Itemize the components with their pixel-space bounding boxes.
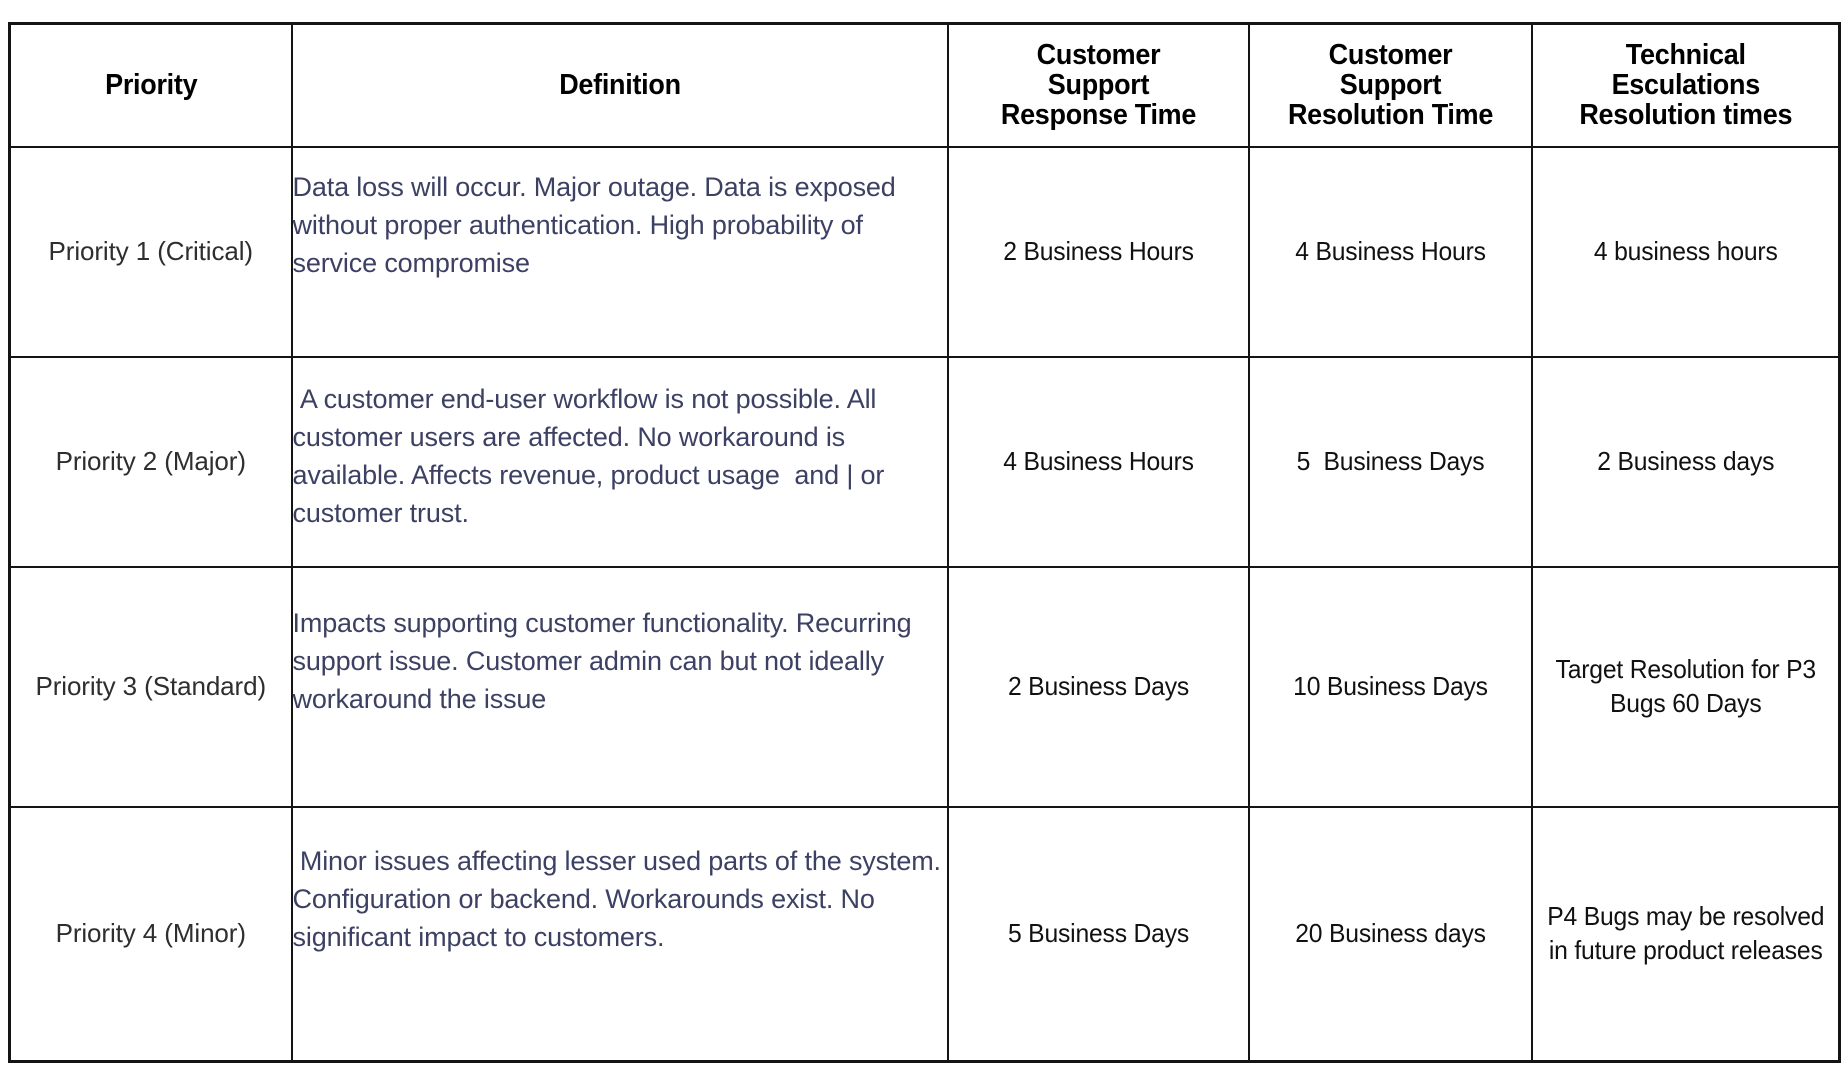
column-header-response-line1: Customer [1036, 38, 1160, 71]
cell-resolution-time: 10 Business Days [1254, 565, 1526, 808]
cell-response-time: 2 Business Days [954, 565, 1242, 808]
column-header-definition: Definition [313, 22, 926, 148]
column-header-resolution-line2: Support [1339, 69, 1441, 102]
table-header: Priority Definition Customer Support Res… [10, 22, 1840, 148]
table-body: Priority 1 (Critical) Data loss will occ… [8, 145, 1840, 1063]
column-header-technical-line1: Technical [1625, 38, 1746, 71]
cell-definition: Data loss will occur. Major outage. Data… [290, 145, 949, 358]
table-row: Priority 3 (Standard) Impacts supporting… [8, 565, 1840, 808]
sla-priority-table: Priority Definition Customer Support Res… [8, 22, 1841, 1063]
column-header-priority-label: Priority [104, 69, 197, 102]
cell-response-time: 5 Business Days [954, 805, 1242, 1063]
cell-priority: Priority 4 (Minor) [8, 805, 293, 1063]
cell-technical-escalation: P4 Bugs may be resolved in future produc… [1538, 805, 1833, 1063]
cell-definition: Impacts supporting customer functionalit… [290, 565, 949, 808]
cell-technical-escalation: 4 business hours [1538, 145, 1833, 358]
column-header-definition-label: Definition [558, 69, 681, 102]
column-header-resolution-time: Customer Support Resolution Time [1257, 22, 1523, 148]
column-header-resolution-line3: Resolution Time [1287, 99, 1493, 132]
cell-technical-escalation: Target Resolution for P3 Bugs 60 Days [1538, 565, 1833, 808]
column-header-response-time: Customer Support Response Time [957, 22, 1239, 148]
table-row: Priority 4 (Minor) Minor issues affectin… [8, 805, 1840, 1063]
cell-priority: Priority 1 (Critical) [8, 145, 293, 358]
table-row: Priority 1 (Critical) Data loss will occ… [8, 145, 1840, 358]
cell-resolution-time: 4 Business Hours [1254, 145, 1526, 358]
column-header-technical-line2: Esculations [1611, 69, 1760, 102]
cell-definition: Minor issues affecting lesser used parts… [290, 805, 949, 1063]
cell-response-time: 2 Business Hours [954, 145, 1242, 358]
header-row: Priority Definition Customer Support Res… [10, 22, 1840, 148]
cell-technical-escalation: 2 Business days [1538, 355, 1833, 568]
sla-priority-table-container: Priority Definition Customer Support Res… [8, 22, 1841, 1063]
column-header-technical-line3: Resolution times [1578, 99, 1792, 132]
column-header-response-line2: Support [1047, 69, 1149, 102]
column-header-response-line3: Response Time [1000, 99, 1196, 132]
column-header-technical-escalations: Technical Esculations Resolution times [1541, 22, 1830, 148]
cell-priority: Priority 3 (Standard) [8, 565, 293, 808]
cell-priority: Priority 2 (Major) [8, 355, 293, 568]
column-header-resolution-line1: Customer [1328, 38, 1452, 71]
cell-definition: A customer end-user workflow is not poss… [290, 355, 949, 568]
column-header-priority: Priority [18, 22, 283, 148]
cell-response-time: 4 Business Hours [954, 355, 1242, 568]
cell-resolution-time: 20 Business days [1254, 805, 1526, 1063]
cell-resolution-time: 5 Business Days [1254, 355, 1526, 568]
table-row: Priority 2 (Major) A customer end-user w… [8, 355, 1840, 568]
